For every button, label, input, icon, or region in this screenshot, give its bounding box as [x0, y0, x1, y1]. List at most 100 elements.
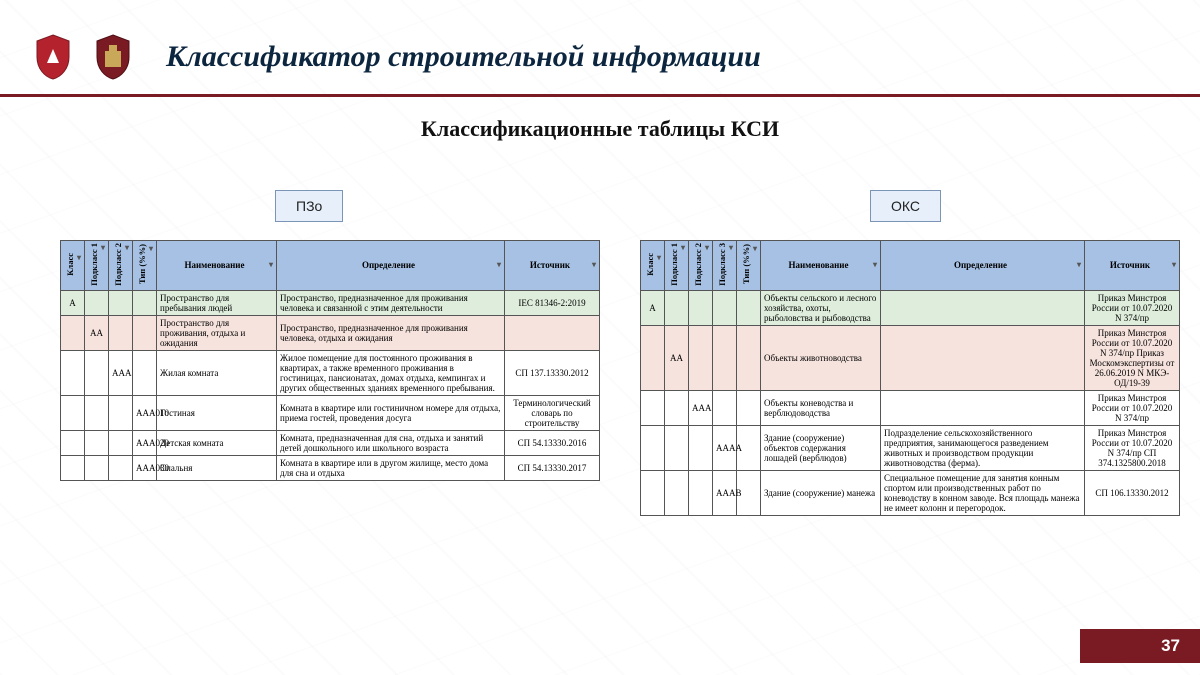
cell-c2 [665, 470, 689, 515]
table-row: AAA Объекты коневодства и верблюдоводства… [641, 390, 1180, 425]
cell-name: Объекты животноводства [761, 325, 881, 390]
col-src: Источник▾ [1085, 241, 1180, 291]
cell-def [881, 325, 1085, 390]
cell-c4: AAAB [713, 470, 737, 515]
cell-c2 [665, 290, 689, 325]
cell-name: Здание (сооружение) объектов содержания … [761, 425, 881, 470]
cell-def: Пространство, предназначенное для прожив… [277, 290, 505, 315]
cell-def: Жилое помещение для постоянного проживан… [277, 350, 505, 395]
col-type: Тип (%%)▾ [133, 241, 157, 291]
table-row: AAA010ГостинаяКомната в квартире или гос… [61, 395, 600, 430]
cell-c1: A [641, 290, 665, 325]
cell-src: СП 137.13330.2012 [505, 350, 600, 395]
col-def: Определение▾ [881, 241, 1085, 291]
cell-c2 [85, 455, 109, 480]
cell-c1 [61, 455, 85, 480]
col-name: Наименование▾ [761, 241, 881, 291]
col-sub2: Подкласс 2▾ [689, 241, 713, 291]
cell-name: Гостиная [157, 395, 277, 430]
table-row: AПространство для пребывания людейПростр… [61, 290, 600, 315]
cell-def: Комната в квартире или в другом жилище, … [277, 455, 505, 480]
header: Классификатор строительной информации [0, 22, 1200, 92]
cell-c2 [85, 290, 109, 315]
tag-right: ОКС [870, 190, 941, 222]
cell-def: Комната, предназначенная для сна, отдыха… [277, 430, 505, 455]
cell-src: СП 106.13330.2012 [1085, 470, 1180, 515]
col-sub3: Подкласс 3▾ [713, 241, 737, 291]
cell-c1 [61, 350, 85, 395]
cell-def: Комната в квартире или гостиничном номер… [277, 395, 505, 430]
cell-src: СП 54.13330.2016 [505, 430, 600, 455]
cell-def: Пространство, предназначенное для прожив… [277, 315, 505, 350]
emblem-moscow-icon [28, 30, 78, 85]
table-header-row: Класс▾ Подкласс 1▾ Подкласс 2▾ Тип (%%)▾… [61, 241, 600, 291]
cell-c4: AAA010 [133, 395, 157, 430]
cell-c2 [665, 425, 689, 470]
cell-c1 [61, 430, 85, 455]
cell-c1 [641, 470, 665, 515]
cell-name: Здание (сооружение) манежа [761, 470, 881, 515]
cell-c4 [713, 290, 737, 325]
cell-c4 [133, 350, 157, 395]
col-src: Источник▾ [505, 241, 600, 291]
cell-c2 [85, 395, 109, 430]
cell-c1 [641, 425, 665, 470]
cell-c2: AA [85, 315, 109, 350]
cell-src: IEC 81346-2:2019 [505, 290, 600, 315]
page-subtitle: Классификационные таблицы КСИ [0, 116, 1200, 142]
col-type: Тип (%%)▾ [737, 241, 761, 291]
cell-c1 [61, 315, 85, 350]
cell-c3 [109, 315, 133, 350]
col-name: Наименование▾ [157, 241, 277, 291]
table-row: AAAA Здание (сооружение) объектов содержа… [641, 425, 1180, 470]
cell-c3: AAA [109, 350, 133, 395]
table-right: Класс▾ Подкласс 1▾ Подкласс 2▾ Подкласс … [640, 240, 1180, 643]
cell-name: Объекты коневодства и верблюдоводства [761, 390, 881, 425]
cell-c4 [713, 390, 737, 425]
cell-c4: AAA030 [133, 455, 157, 480]
cell-c4: AAA020 [133, 430, 157, 455]
cell-c4: AAAA [713, 425, 737, 470]
cell-c1 [641, 325, 665, 390]
emblem-dept-icon [88, 30, 138, 85]
cell-name: Жилая комната [157, 350, 277, 395]
cell-name: Объекты сельского и лесного хозяйства, о… [761, 290, 881, 325]
cell-src: Приказ Минстроя России от 10.07.2020 N 3… [1085, 325, 1180, 390]
cell-c2 [85, 350, 109, 395]
cell-c2 [85, 430, 109, 455]
table-row: AAA Жилая комнатаЖилое помещение для пост… [61, 350, 600, 395]
table-row: A Объекты сельского и лесного хозяйства, … [641, 290, 1180, 325]
cell-c3 [109, 290, 133, 315]
table-left: Класс▾ Подкласс 1▾ Подкласс 2▾ Тип (%%)▾… [60, 240, 600, 643]
cell-c4 [713, 325, 737, 390]
col-def: Определение▾ [277, 241, 505, 291]
cell-c5 [737, 290, 761, 325]
cell-c1: A [61, 290, 85, 315]
col-sub1: Подкласс 1▾ [85, 241, 109, 291]
page-title: Классификатор строительной информации [166, 40, 761, 74]
col-sub2: Подкласс 2▾ [109, 241, 133, 291]
cell-c2 [665, 390, 689, 425]
cell-name: Спальня [157, 455, 277, 480]
cell-src: Приказ Минстроя России от 10.07.2020 N 3… [1085, 290, 1180, 325]
col-sub1: Подкласс 1▾ [665, 241, 689, 291]
col-class: Класс▾ [61, 241, 85, 291]
cell-c3 [109, 455, 133, 480]
cell-src: СП 54.13330.2017 [505, 455, 600, 480]
cell-def [881, 290, 1085, 325]
cell-c3 [109, 430, 133, 455]
cell-def [881, 390, 1085, 425]
cell-def: Специальное помещение для занятия конным… [881, 470, 1085, 515]
cell-src: Приказ Минстроя России от 10.07.2020 N 3… [1085, 390, 1180, 425]
cell-c3: AAA [689, 390, 713, 425]
cell-c3 [109, 395, 133, 430]
page-number-badge: 37 [1080, 629, 1200, 663]
table-row: AAПространство для проживания, отдыха и … [61, 315, 600, 350]
cell-c4 [133, 290, 157, 315]
cell-name: Детская комната [157, 430, 277, 455]
cell-c4 [133, 315, 157, 350]
cell-src: Приказ Минстроя России от 10.07.2020 N 3… [1085, 425, 1180, 470]
table-row: AAA030СпальняКомната в квартире или в др… [61, 455, 600, 480]
cell-def: Подразделение сельскохозяйственного пред… [881, 425, 1085, 470]
col-class: Класс▾ [641, 241, 665, 291]
